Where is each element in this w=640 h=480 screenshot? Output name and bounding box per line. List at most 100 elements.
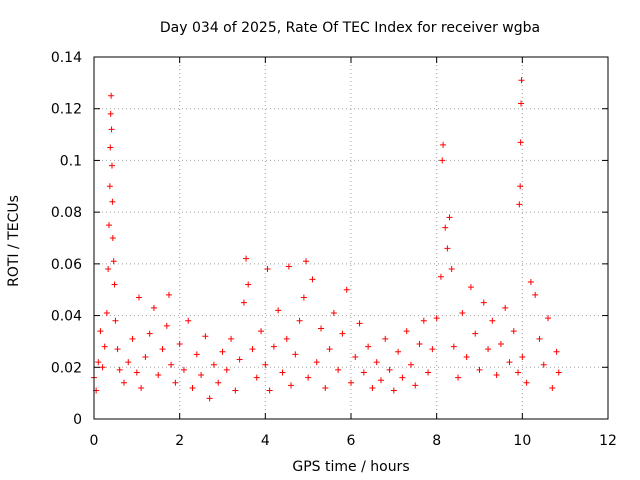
data-point bbox=[472, 330, 479, 337]
data-point bbox=[266, 387, 273, 394]
y-tick-label: 0.02 bbox=[51, 360, 82, 376]
data-point bbox=[202, 333, 209, 340]
data-point bbox=[425, 369, 432, 376]
data-point bbox=[440, 141, 447, 148]
data-point bbox=[245, 281, 252, 288]
data-point bbox=[536, 335, 543, 342]
chart-title: Day 034 of 2025, Rate Of TEC Index for r… bbox=[160, 20, 540, 36]
y-tick-label: 0.1 bbox=[60, 153, 82, 169]
data-point bbox=[288, 382, 295, 389]
data-point bbox=[189, 384, 196, 391]
y-tick-label: 0.04 bbox=[51, 309, 82, 325]
data-point bbox=[553, 348, 560, 355]
data-point bbox=[360, 369, 367, 376]
data-point bbox=[450, 343, 457, 350]
data-point bbox=[459, 309, 466, 316]
x-tick-label: 2 bbox=[175, 433, 184, 449]
data-point bbox=[489, 317, 496, 324]
data-point bbox=[270, 343, 277, 350]
x-tick-label: 10 bbox=[513, 433, 531, 449]
data-point bbox=[185, 317, 192, 324]
data-point bbox=[240, 299, 247, 306]
data-point bbox=[210, 361, 217, 368]
data-point bbox=[515, 369, 522, 376]
data-point bbox=[326, 346, 333, 353]
data-point bbox=[168, 361, 175, 368]
data-point bbox=[442, 224, 449, 231]
data-point bbox=[109, 198, 116, 205]
data-point bbox=[386, 366, 393, 373]
data-point bbox=[313, 359, 320, 366]
data-point bbox=[110, 258, 117, 265]
y-tick-label: 0.12 bbox=[51, 102, 82, 118]
data-point bbox=[138, 384, 145, 391]
data-point bbox=[502, 304, 509, 311]
data-point bbox=[125, 359, 132, 366]
data-point bbox=[258, 328, 265, 335]
data-point bbox=[223, 366, 230, 373]
x-tick-label: 4 bbox=[261, 433, 270, 449]
data-point bbox=[485, 346, 492, 353]
data-point bbox=[159, 346, 166, 353]
data-point bbox=[446, 214, 453, 221]
data-point bbox=[180, 366, 187, 373]
data-point bbox=[146, 330, 153, 337]
data-point bbox=[420, 317, 427, 324]
data-point bbox=[155, 372, 162, 379]
data-point bbox=[356, 320, 363, 327]
data-point bbox=[517, 139, 524, 146]
data-point bbox=[373, 359, 380, 366]
data-point bbox=[518, 77, 525, 84]
data-point bbox=[416, 341, 423, 348]
data-point bbox=[382, 335, 389, 342]
data-point bbox=[497, 341, 504, 348]
data-point bbox=[390, 387, 397, 394]
data-point bbox=[403, 328, 410, 335]
data-point bbox=[264, 266, 271, 273]
x-axis-label: GPS time / hours bbox=[292, 459, 409, 475]
data-point bbox=[365, 343, 372, 350]
data-point bbox=[527, 278, 534, 285]
data-point bbox=[493, 372, 500, 379]
data-point bbox=[549, 384, 556, 391]
x-tick-label: 0 bbox=[90, 433, 99, 449]
data-point bbox=[108, 162, 115, 169]
y-tick-label: 0.08 bbox=[51, 205, 82, 221]
data-point bbox=[232, 387, 239, 394]
data-point bbox=[283, 335, 290, 342]
data-point bbox=[107, 110, 114, 117]
data-point bbox=[296, 317, 303, 324]
data-point bbox=[120, 379, 127, 386]
data-point bbox=[176, 341, 183, 348]
data-point bbox=[111, 281, 118, 288]
data-point bbox=[163, 322, 170, 329]
data-point bbox=[135, 294, 142, 301]
data-point bbox=[142, 353, 149, 360]
y-tick-label: 0.06 bbox=[51, 257, 82, 273]
data-point bbox=[429, 346, 436, 353]
data-point bbox=[95, 359, 102, 366]
y-tick-label: 0.14 bbox=[51, 50, 82, 66]
data-point bbox=[532, 291, 539, 298]
data-point bbox=[249, 346, 256, 353]
data-point bbox=[112, 317, 119, 324]
data-point bbox=[133, 369, 140, 376]
x-tick-label: 6 bbox=[347, 433, 356, 449]
data-point bbox=[467, 284, 474, 291]
data-point bbox=[107, 144, 114, 151]
data-point bbox=[510, 328, 517, 335]
points-layer bbox=[91, 77, 562, 402]
data-point bbox=[101, 343, 108, 350]
data-point bbox=[519, 353, 526, 360]
data-point bbox=[129, 335, 136, 342]
data-point bbox=[480, 299, 487, 306]
data-point bbox=[193, 351, 200, 358]
data-point bbox=[165, 291, 172, 298]
data-point bbox=[215, 379, 222, 386]
data-point bbox=[116, 366, 123, 373]
data-point bbox=[243, 255, 250, 262]
data-point bbox=[172, 379, 179, 386]
data-point bbox=[412, 382, 419, 389]
data-point bbox=[228, 335, 235, 342]
